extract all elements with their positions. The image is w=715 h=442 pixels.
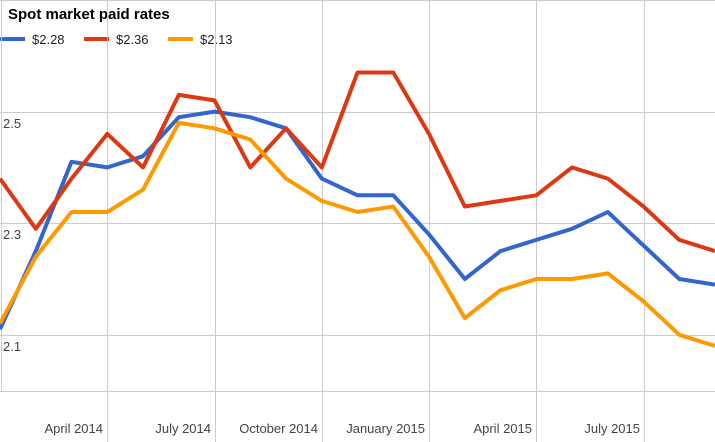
x-axis-label-july-2014: July 2014: [155, 421, 211, 436]
legend-swatch-blue-line: [0, 37, 25, 41]
legend-label-series3: $2.13: [200, 31, 233, 47]
legend-label-series1: $2.28: [32, 31, 65, 47]
y-axis-label-2.3: 2.3: [3, 227, 22, 242]
y-axis-label-2.5: 2.5: [3, 116, 22, 131]
legend-label-series2: $2.36: [116, 31, 149, 47]
x-axis-label-april-2014: April 2014: [44, 421, 103, 436]
series-line-0-2.28: [0, 109, 715, 331]
x-axis-label-april-2015: April 2015: [473, 421, 532, 436]
legend-swatch-red-line: [84, 37, 109, 41]
y-axis-label-2.1: 2.1: [3, 339, 22, 354]
series-line-1-2.36: [0, 70, 715, 254]
legend-swatch-orange-line: [168, 37, 193, 41]
chart-title: Spot market paid rates: [8, 6, 170, 23]
series-line-2-2.13: [0, 120, 715, 348]
legend-item-series2: $2.36: [84, 31, 149, 47]
legend-item-series1: $2.28: [0, 31, 65, 47]
legend-item-series3: $2.13: [168, 31, 233, 47]
x-axis-label-july-2015: July 2015: [584, 421, 640, 436]
x-axis-label-october-2014: October 2014: [239, 421, 318, 436]
x-axis-label-january-2015: January 2015: [346, 421, 425, 436]
